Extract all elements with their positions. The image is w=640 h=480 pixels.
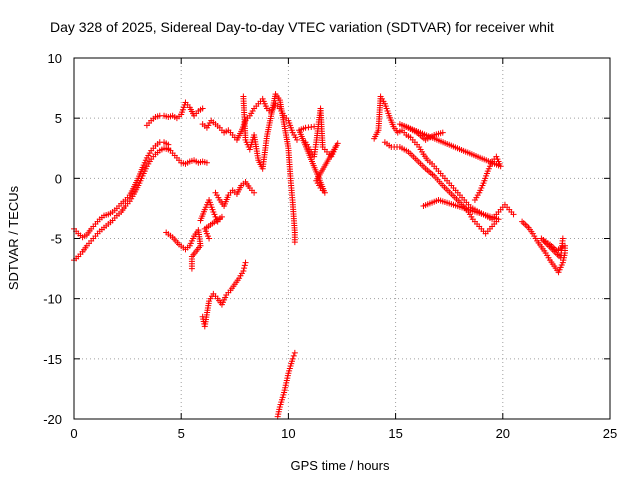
data-point xyxy=(242,259,249,266)
data-point xyxy=(559,235,566,242)
x-tick-label: 0 xyxy=(70,426,77,441)
data-point xyxy=(291,239,298,246)
y-axis-label: SDTVAR / TECUs xyxy=(6,185,21,290)
x-tick-label: 10 xyxy=(281,426,295,441)
data-point xyxy=(206,235,213,242)
x-tick-label: 15 xyxy=(388,426,402,441)
y-tick-label: -10 xyxy=(43,292,62,307)
y-tick-label: -20 xyxy=(43,412,62,427)
y-tick-label: 0 xyxy=(55,171,62,186)
data-point xyxy=(420,203,427,210)
data-point xyxy=(241,265,248,272)
data-point xyxy=(203,159,210,166)
chart-title: Day 328 of 2025, Sidereal Day-to-day VTE… xyxy=(50,19,554,35)
data-point xyxy=(188,265,195,272)
data-point xyxy=(293,136,300,143)
data-point xyxy=(240,267,247,274)
y-tick-label: -15 xyxy=(43,352,62,367)
plot-frame xyxy=(73,57,611,420)
y-tick-label: 10 xyxy=(48,51,62,66)
x-tick-label: 20 xyxy=(496,426,510,441)
data-point xyxy=(291,349,298,356)
grid-lines xyxy=(74,58,610,419)
data-point xyxy=(290,352,297,359)
y-tick-label: 5 xyxy=(55,111,62,126)
data-point xyxy=(311,123,318,130)
x-tick-label: 5 xyxy=(178,426,185,441)
y-tick-label: -5 xyxy=(50,232,62,247)
data-point xyxy=(199,105,206,112)
axis-ticks: 0 5 10 15 20 25 -20 -15 -10 -5 0 5 10 xyxy=(43,51,617,441)
data-point xyxy=(289,355,296,362)
data-point xyxy=(439,129,446,136)
x-axis-label: GPS time / hours xyxy=(291,458,390,473)
data-point xyxy=(241,262,248,269)
data-points xyxy=(71,91,568,420)
x-tick-label: 25 xyxy=(603,426,617,441)
data-point xyxy=(251,189,258,196)
data-point xyxy=(510,211,517,218)
